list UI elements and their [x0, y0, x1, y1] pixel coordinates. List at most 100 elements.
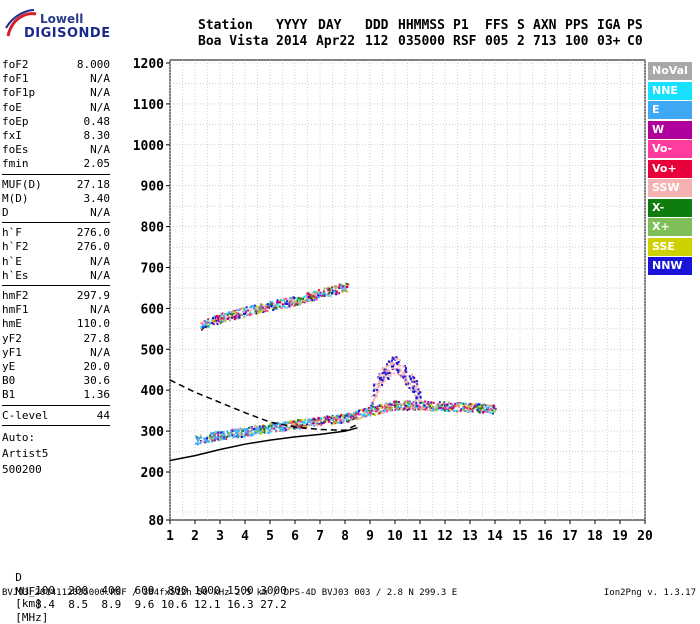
- parameter-name: yF1: [2, 345, 22, 359]
- echo-point: [411, 390, 414, 393]
- header-label: P1: [453, 18, 469, 33]
- echo-point: [247, 430, 250, 433]
- echo-point: [345, 420, 348, 423]
- echo-point: [411, 404, 414, 407]
- echo-point: [269, 430, 272, 433]
- echo-point: [282, 305, 285, 308]
- echo-point: [249, 313, 252, 316]
- echo-point: [378, 380, 381, 383]
- echo-point: [330, 286, 333, 289]
- echo-point: [416, 391, 419, 394]
- echo-point: [334, 286, 337, 289]
- echo-point: [400, 376, 403, 379]
- echo-point: [233, 318, 236, 321]
- parameter-value: 2.05: [83, 157, 111, 171]
- echo-point: [203, 441, 206, 444]
- echo-point: [200, 328, 203, 331]
- echo-point: [231, 433, 234, 436]
- echo-point: [315, 296, 318, 299]
- header-value: RSF: [453, 34, 477, 49]
- header-value: 035000: [398, 34, 445, 49]
- echo-point: [254, 425, 257, 428]
- echo-point: [323, 287, 326, 290]
- echo-point: [429, 402, 432, 405]
- echo-point: [362, 415, 365, 418]
- echo-point: [357, 413, 360, 416]
- echo-point: [221, 312, 224, 315]
- echo-point: [282, 298, 285, 301]
- echo-point: [261, 429, 264, 432]
- echo-point: [200, 440, 203, 443]
- echo-point: [213, 317, 216, 320]
- echo-point: [293, 419, 296, 422]
- echo-point: [365, 409, 368, 412]
- echo-point: [416, 383, 419, 386]
- muf-row: MUF 8.4 8.5 8.9 9.6 10.6 12.1 16.3 27.2 …: [2, 572, 293, 624]
- echo-point: [204, 440, 207, 443]
- parameter-row: fmin 2.05: [2, 157, 110, 171]
- legend-item: X+: [648, 218, 692, 236]
- echo-point: [235, 313, 238, 316]
- echo-point: [404, 378, 407, 381]
- echo-point: [415, 386, 418, 389]
- echo-point: [302, 300, 305, 303]
- echo-point: [337, 415, 340, 418]
- echo-point: [487, 404, 490, 407]
- echo-point: [290, 304, 293, 307]
- echo-point: [413, 391, 416, 394]
- echo-point: [386, 370, 389, 373]
- echo-point: [320, 419, 323, 422]
- echo-point: [263, 431, 266, 434]
- echo-point: [282, 422, 285, 425]
- parameter-value: N/A: [90, 143, 110, 157]
- echo-point: [257, 430, 260, 433]
- echo-point: [287, 420, 290, 423]
- echo-point: [399, 406, 402, 409]
- echo-point: [303, 296, 306, 299]
- echo-point: [223, 435, 226, 438]
- echo-point: [266, 426, 269, 429]
- echo-point: [209, 322, 212, 325]
- parameter-name: hmF2: [2, 289, 29, 302]
- echo-point: [246, 314, 249, 317]
- echo-point: [227, 434, 230, 437]
- echo-point: [272, 305, 275, 308]
- echo-point: [404, 377, 407, 380]
- echo-point: [389, 408, 392, 411]
- echo-point: [462, 402, 465, 405]
- echo-point: [320, 423, 323, 426]
- echo-point: [281, 427, 284, 430]
- echo-point: [398, 374, 401, 377]
- echo-point: [370, 412, 373, 415]
- echo-point: [281, 303, 284, 306]
- parameter-name: foF1: [2, 72, 29, 86]
- echo-point: [382, 367, 385, 370]
- echo-point: [418, 399, 421, 402]
- echo-point: [396, 364, 399, 367]
- echo-point: [240, 433, 243, 436]
- legend-item: Vo-: [648, 140, 692, 158]
- panel-separator: [2, 404, 110, 406]
- echo-point: [407, 382, 410, 385]
- echo-point: [299, 300, 302, 303]
- echo-point: [338, 283, 341, 286]
- echo-point: [217, 314, 220, 317]
- echo-point: [243, 435, 246, 438]
- header-value: 2: [517, 34, 525, 49]
- echo-point: [267, 306, 270, 309]
- echo-point: [367, 406, 370, 409]
- echo-point: [313, 421, 316, 424]
- echo-point: [398, 408, 401, 411]
- echo-point: [236, 308, 239, 311]
- echo-point: [482, 407, 485, 410]
- echo-point: [397, 357, 400, 360]
- parameter-value: 276.0: [76, 226, 110, 240]
- parameter-name: foEs: [2, 143, 29, 157]
- echo-point: [400, 403, 403, 406]
- echo-point: [211, 319, 214, 322]
- echo-point: [270, 428, 273, 431]
- echo-point: [293, 299, 296, 302]
- parameter-name: foF2: [2, 58, 29, 71]
- echo-point: [396, 405, 399, 408]
- echo-point: [462, 403, 465, 406]
